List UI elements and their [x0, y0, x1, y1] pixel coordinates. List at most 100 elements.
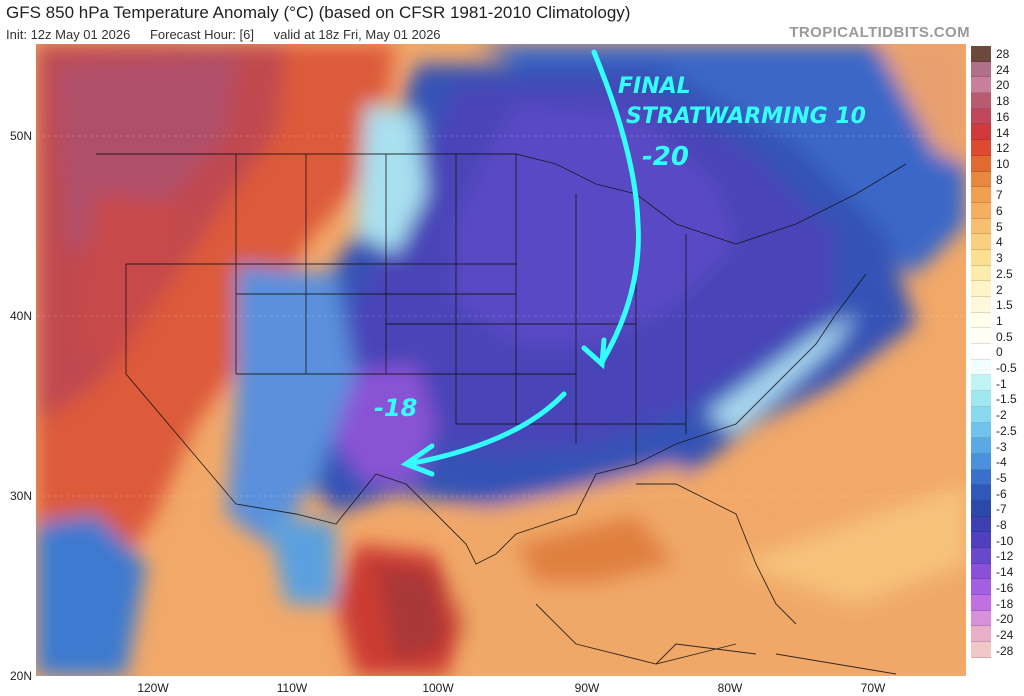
colorbar-cell: [971, 312, 991, 329]
colorbar-cell: [971, 46, 991, 62]
colorbar-cell: [971, 391, 991, 407]
annotation-final: FINAL: [618, 74, 691, 99]
colorbar-label: -7: [996, 502, 1007, 517]
lat-label-20n: 20N: [9, 669, 32, 683]
colorbar-label: -8: [996, 518, 1007, 532]
colorbar-cell: [971, 281, 991, 297]
colorbar-cell: [971, 359, 991, 376]
colorbar-cell: [971, 265, 991, 282]
colorbar-cell: [971, 438, 991, 454]
anomaly-field: [36, 44, 966, 676]
colorbar-label: -5: [996, 470, 1007, 485]
colorbar-cell: [971, 516, 991, 533]
colorbar-cell: [971, 140, 991, 156]
colorbar-cell: [971, 595, 991, 611]
colorbar-cell: [971, 610, 991, 627]
colorbar-label: -1: [996, 376, 1007, 391]
colorbar-label: 24: [996, 62, 1010, 77]
colorbar-cell: [971, 61, 991, 78]
colorbar-cell: [971, 218, 991, 235]
colorbar-cell: [971, 187, 991, 203]
annotation-arrows: [400, 49, 641, 477]
colorbar-cell: [971, 579, 991, 596]
colorbar-cell: [971, 344, 991, 360]
colorbar-label: 6: [996, 204, 1003, 218]
lat-label-50n: 50N: [9, 129, 32, 143]
valid-time: valid at 18z Fri, May 01 2026: [273, 27, 441, 42]
colorbar-cell: [971, 375, 991, 392]
colorbar-cell: [971, 532, 991, 548]
colorbar-label: 3: [996, 251, 1003, 266]
colorbar-label: 12: [996, 141, 1010, 156]
colorbar-label: 1.5: [996, 298, 1013, 313]
colorbar-label: 2: [996, 282, 1003, 297]
colorbar-cell: [971, 171, 991, 188]
colorbar-cell: [971, 202, 991, 219]
colorbar-label: 14: [996, 125, 1010, 140]
lon-label-90w: 90W: [574, 681, 600, 695]
graticule: [36, 135, 966, 497]
colorbar-label: -16: [996, 580, 1014, 595]
colorbar-label: -12: [996, 549, 1014, 564]
colorbar-label: -2.5: [996, 423, 1017, 438]
lon-label-70w: 70W: [860, 681, 886, 695]
colorbar-cell: [971, 500, 991, 517]
colorbar-label: 18: [996, 94, 1010, 109]
forecast-hour: Forecast Hour: [6]: [149, 27, 254, 42]
colorbar-label: -6: [996, 486, 1007, 501]
colorbar-label: 0.5: [996, 329, 1013, 344]
colorbar-cell: [971, 108, 991, 125]
chart-title: GFS 850 hPa Temperature Anomaly (°C) (ba…: [6, 3, 631, 22]
annotation-minus20: -20: [642, 142, 689, 172]
run-info: Init: 12z May 01 2026 Forecast Hour: [6]…: [6, 27, 457, 42]
colorbar-label: -0.5: [996, 361, 1017, 375]
colorbar-cell: [971, 155, 991, 172]
colorbar-cell: [971, 563, 991, 580]
colorbar-label: -3: [996, 439, 1007, 454]
colorbar-label: -18: [996, 596, 1014, 611]
lon-label-110w: 110W: [276, 681, 308, 695]
colorbar-cell: [971, 453, 991, 470]
colorbar-cell: [971, 77, 991, 94]
boundaries: [96, 153, 907, 675]
colorbar-cell: [971, 422, 991, 439]
colorbar-label: -28: [996, 643, 1014, 658]
colorbar-label: 2.5: [996, 266, 1013, 281]
colorbar-label: -24: [996, 627, 1014, 642]
colorbar-cell: [971, 548, 991, 564]
annotation-minus18: -18: [374, 394, 418, 422]
colorbar-cell: [971, 626, 991, 643]
lon-label-80w: 80W: [717, 681, 743, 695]
lat-label-40n: 40N: [9, 309, 32, 323]
colorbar-cell: [971, 249, 991, 266]
colorbar-label: -14: [996, 565, 1014, 580]
colorbar-label: 10: [996, 156, 1010, 171]
colorbar-label: -2: [996, 408, 1007, 423]
anomaly-map: FINAL STRATWARMING 10 -20 -18: [36, 44, 966, 676]
colorbar-label: 28: [996, 47, 1010, 61]
colorbar-label: -10: [996, 533, 1014, 548]
colorbar-label: 5: [996, 219, 1003, 234]
lon-label-120w: 120W: [137, 681, 169, 695]
init-time: Init: 12z May 01 2026: [6, 27, 131, 42]
colorbar-cell: [971, 642, 991, 658]
colorbar-cell: [971, 469, 991, 486]
colorbar-label: 4: [996, 235, 1003, 250]
colorbar-cell: [971, 328, 991, 345]
colorbar: [971, 46, 991, 658]
colorbar-cell: [971, 124, 991, 141]
colorbar-cell: [971, 297, 991, 313]
colorbar-label: -4: [996, 455, 1007, 470]
colorbar-label: 8: [996, 172, 1003, 187]
colorbar-label: -1.5: [996, 392, 1017, 407]
lat-label-30n: 30N: [9, 489, 32, 503]
colorbar-cell: [971, 93, 991, 109]
colorbar-label: -20: [996, 612, 1014, 627]
colorbar-cell: [971, 485, 991, 501]
colorbar-label: 20: [996, 78, 1010, 93]
annotation-stratwarming: STRATWARMING 10: [626, 104, 866, 129]
colorbar-label: 16: [996, 109, 1010, 124]
colorbar-cell: [971, 234, 991, 250]
colorbar-label: 7: [996, 188, 1003, 203]
brand-watermark: TROPICALTIDBITS.COM: [789, 24, 970, 41]
